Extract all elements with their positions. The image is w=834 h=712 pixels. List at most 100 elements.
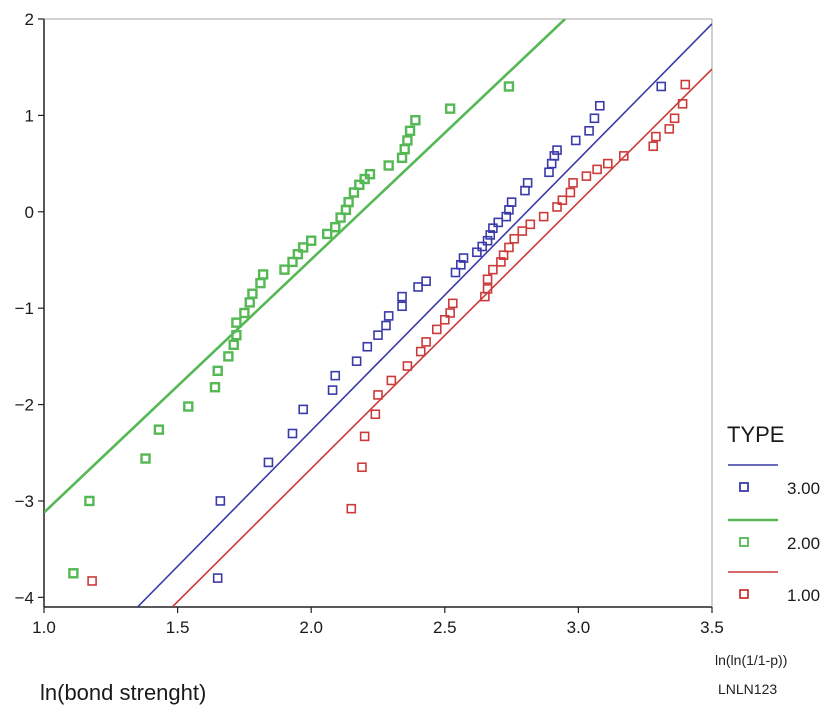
source-note: LNLN123 xyxy=(718,681,777,697)
data-point-type-3.00 xyxy=(488,223,498,233)
data-point-type-2.00 xyxy=(410,115,421,126)
legend-title: TYPE xyxy=(727,422,784,447)
data-point-type-2.00 xyxy=(335,212,346,223)
fit-line-type-2.00 xyxy=(44,19,566,514)
x-tick-label: 3.0 xyxy=(567,618,591,637)
data-point-type-1.00 xyxy=(482,274,493,285)
data-point-type-3.00 xyxy=(381,320,391,331)
x-tick-label: 1.0 xyxy=(32,618,56,637)
data-point-type-2.00 xyxy=(399,143,410,155)
x-tick-label: 1.5 xyxy=(166,618,190,637)
data-point-type-3.00 xyxy=(287,428,298,439)
data-point-type-2.00 xyxy=(306,235,317,246)
data-point-type-2.00 xyxy=(503,81,515,92)
data-point-type-3.00 xyxy=(421,276,431,286)
data-point-type-1.00 xyxy=(386,375,397,386)
x-axis-label: ln(bond strenght) xyxy=(40,680,206,705)
data-point-type-3.00 xyxy=(413,282,423,292)
data-point-type-3.00 xyxy=(656,81,667,92)
data-point-type-3.00 xyxy=(546,158,557,169)
data-point-type-3.00 xyxy=(493,217,504,228)
data-point-type-1.00 xyxy=(651,131,661,142)
data-point-type-3.00 xyxy=(458,253,469,263)
legend: TYPE 3.00 2.00 1.00 xyxy=(727,422,820,605)
fit-lines xyxy=(44,19,712,607)
data-point-type-3.00 xyxy=(456,260,466,270)
fit-line-type-1.00 xyxy=(171,68,712,607)
data-point-type-3.00 xyxy=(552,145,562,155)
data-point-type-1.00 xyxy=(402,361,413,371)
data-point-type-3.00 xyxy=(215,496,226,506)
legend-label-1.00: 1.00 xyxy=(787,586,820,605)
legend-marker-1.00 xyxy=(739,589,749,599)
data-point-type-2.00 xyxy=(343,196,354,208)
data-point-type-1.00 xyxy=(87,576,97,586)
data-point-type-1.00 xyxy=(557,195,568,206)
legend-label-2.00: 2.00 xyxy=(787,534,820,553)
data-point-type-3.00 xyxy=(362,341,373,352)
data-point-type-3.00 xyxy=(584,126,594,136)
data-point-type-3.00 xyxy=(549,151,560,161)
data-point-type-1.00 xyxy=(664,124,675,134)
x-tick-label: 2.0 xyxy=(299,618,323,637)
data-point-type-2.00 xyxy=(404,125,416,137)
data-point-type-1.00 xyxy=(568,178,578,188)
data-point-type-2.00 xyxy=(68,568,79,579)
data-point-type-3.00 xyxy=(485,230,496,240)
data-point-type-1.00 xyxy=(592,164,602,175)
data-point-type-1.00 xyxy=(602,158,613,169)
data-point-type-3.00 xyxy=(506,197,517,207)
data-point-type-1.00 xyxy=(509,233,520,244)
data-point-type-3.00 xyxy=(477,241,488,252)
data-point-type-1.00 xyxy=(565,187,576,198)
data-point-type-2.00 xyxy=(140,453,151,464)
data-point-type-3.00 xyxy=(544,167,554,178)
y-tick-label: 1 xyxy=(25,106,34,125)
data-points xyxy=(68,79,691,586)
data-point-type-1.00 xyxy=(648,141,659,152)
data-point-type-3.00 xyxy=(383,311,394,321)
data-point-type-1.00 xyxy=(669,113,680,124)
data-point-type-1.00 xyxy=(415,346,426,357)
data-point-type-2.00 xyxy=(348,187,360,198)
data-point-type-1.00 xyxy=(359,431,370,442)
data-point-type-2.00 xyxy=(231,329,242,341)
y-tick-label: −1 xyxy=(15,299,34,318)
data-point-type-3.00 xyxy=(373,330,383,340)
fit-line-type-3.00 xyxy=(136,23,712,607)
data-point-type-1.00 xyxy=(431,324,442,335)
data-point-type-1.00 xyxy=(480,291,490,302)
data-point-type-3.00 xyxy=(327,385,338,395)
data-point-type-3.00 xyxy=(330,370,341,381)
x-tick-label: 3.5 xyxy=(700,618,724,637)
data-point-type-3.00 xyxy=(594,100,605,111)
data-point-type-1.00 xyxy=(421,337,431,347)
data-point-type-2.00 xyxy=(279,264,290,275)
data-point-type-1.00 xyxy=(357,462,367,473)
data-point-type-1.00 xyxy=(498,250,509,260)
data-point-type-2.00 xyxy=(257,269,269,280)
data-point-type-2.00 xyxy=(223,351,234,362)
data-point-type-2.00 xyxy=(322,228,333,240)
data-point-type-2.00 xyxy=(383,160,394,171)
data-point-type-3.00 xyxy=(522,178,533,188)
data-point-type-2.00 xyxy=(292,248,304,260)
data-point-type-2.00 xyxy=(402,135,413,146)
data-point-type-2.00 xyxy=(244,297,255,308)
data-point-type-1.00 xyxy=(370,409,381,420)
data-point-type-3.00 xyxy=(450,267,461,278)
data-point-type-2.00 xyxy=(84,495,95,507)
data-point-type-1.00 xyxy=(619,151,629,161)
data-point-type-1.00 xyxy=(373,390,383,400)
y-tick-label: −4 xyxy=(15,588,34,607)
data-point-type-2.00 xyxy=(287,256,298,268)
data-point-type-1.00 xyxy=(525,219,536,230)
data-point-type-2.00 xyxy=(330,222,341,233)
data-point-type-2.00 xyxy=(364,168,376,180)
data-point-type-3.00 xyxy=(501,211,512,222)
y-tick-label: 2 xyxy=(25,10,34,29)
y-tick-label: −3 xyxy=(15,492,34,511)
data-point-type-3.00 xyxy=(397,291,407,302)
data-point-type-1.00 xyxy=(552,202,562,212)
